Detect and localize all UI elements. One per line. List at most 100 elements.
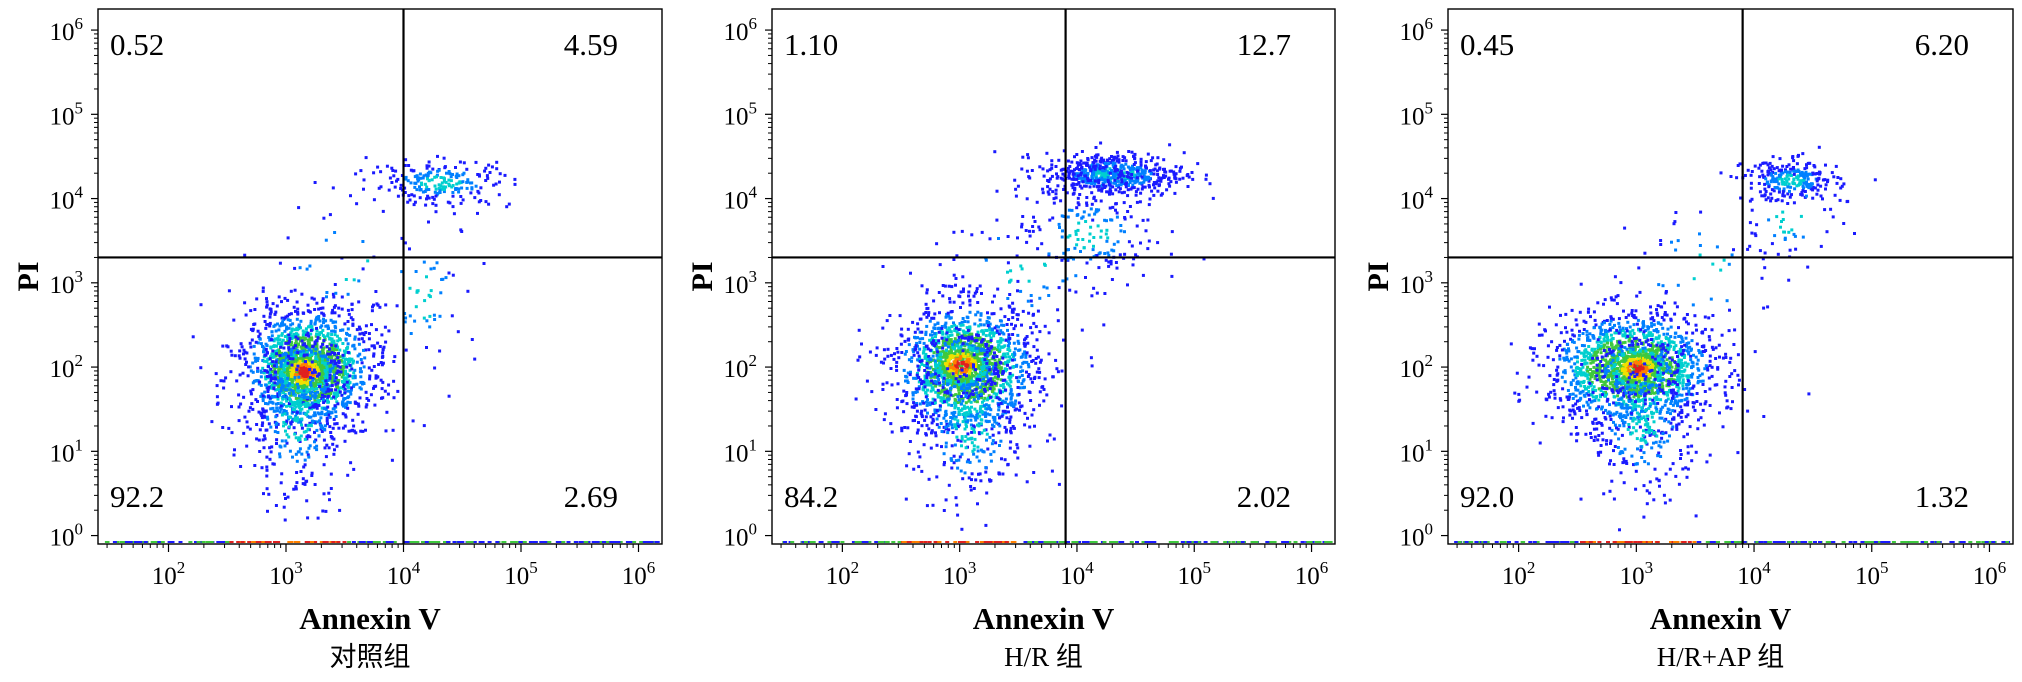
scatter-point	[352, 467, 356, 471]
scatter-point	[272, 339, 276, 343]
scatter-point	[115, 541, 119, 543]
scatter-point	[964, 414, 968, 418]
scatter-point	[328, 337, 332, 341]
scatter-point	[977, 359, 980, 363]
scatter-point	[237, 405, 241, 409]
scatter-point	[1007, 360, 1011, 363]
scatter-point	[304, 360, 307, 364]
scatter-point	[948, 372, 951, 376]
scatter-point	[969, 367, 973, 371]
scatter-point	[307, 357, 311, 361]
scatter-point	[917, 380, 921, 384]
scatter-point	[328, 367, 332, 371]
scatter-point	[307, 415, 311, 419]
scatter-point	[282, 359, 286, 363]
scatter-point	[324, 455, 328, 459]
scatter-point	[295, 481, 299, 485]
scatter-point	[340, 307, 344, 311]
scatter-point	[1024, 355, 1028, 359]
scatter-point	[285, 395, 289, 399]
scatter-point	[323, 361, 327, 365]
scatter-point	[960, 382, 964, 386]
scatter-point	[318, 369, 322, 373]
scatter-point	[938, 381, 941, 385]
scatter-point	[1031, 359, 1035, 362]
scatter-point	[956, 386, 960, 389]
scatter-point	[357, 300, 361, 304]
scatter-point	[306, 395, 310, 399]
scatter-point	[287, 396, 291, 400]
scatter-point	[309, 322, 313, 325]
scatter-point	[958, 348, 962, 352]
y-tick-label: 106	[50, 14, 84, 46]
scatter-point	[321, 312, 325, 316]
scatter-point	[1004, 388, 1008, 392]
scatter-point	[372, 365, 376, 368]
scatter-point	[966, 328, 970, 332]
scatter-point	[289, 399, 293, 403]
scatter-point	[319, 381, 323, 385]
scatter-point	[1035, 370, 1039, 374]
scatter-point	[970, 335, 974, 339]
scatter-point	[313, 342, 317, 346]
scatter-point	[933, 323, 937, 327]
scatter-point	[287, 403, 291, 407]
scatter-point	[255, 423, 259, 426]
scatter-point	[299, 354, 303, 358]
scatter-point	[920, 362, 924, 366]
scatter-point	[942, 463, 946, 467]
scatter-point	[953, 410, 957, 414]
scatter-point	[918, 378, 922, 382]
scatter-point	[433, 366, 437, 370]
scatter-point	[1026, 362, 1030, 366]
scatter-point	[248, 365, 252, 369]
scatter-point	[315, 406, 319, 410]
scatter-point	[324, 324, 328, 328]
scatter-point	[1004, 355, 1008, 359]
scatter-point	[972, 382, 976, 386]
scatter-point	[920, 409, 924, 413]
scatter-point	[968, 368, 972, 372]
scatter-point	[424, 541, 429, 543]
scatter-point	[944, 359, 948, 362]
y-tick-label: 102	[50, 351, 84, 383]
scatter-point	[961, 351, 965, 355]
scatter-point	[930, 429, 934, 433]
scatter-point	[910, 405, 914, 409]
scatter-points	[854, 141, 1215, 531]
scatter-point	[293, 416, 297, 420]
scatter-point	[376, 341, 380, 345]
scatter-point	[225, 344, 229, 348]
scatter-point	[991, 388, 994, 392]
scatter-point	[260, 541, 264, 543]
scatter-point	[1013, 352, 1017, 356]
scatter-point	[975, 290, 979, 294]
scatter-point	[983, 389, 987, 393]
scatter-point	[258, 380, 262, 384]
scatter-point	[283, 518, 287, 522]
scatter-point	[927, 382, 931, 386]
scatter-point	[935, 423, 939, 427]
scatter-point	[428, 295, 432, 299]
scatter-point	[974, 313, 978, 317]
scatter-point	[935, 354, 939, 358]
scatter-point	[315, 317, 318, 321]
scatter-point	[925, 288, 929, 292]
scatter-point	[454, 188, 458, 191]
scatter-point	[948, 338, 952, 342]
scatter-point	[432, 197, 436, 201]
scatter-point	[345, 365, 349, 369]
scatter-point	[324, 541, 329, 543]
scatter-point	[986, 344, 990, 348]
scatter-point	[639, 541, 644, 543]
scatter-point	[457, 541, 462, 543]
scatter-point	[284, 315, 288, 319]
scatter-point	[160, 541, 165, 543]
scatter-point	[244, 363, 248, 366]
scatter-point	[364, 156, 368, 160]
scatter-point	[314, 347, 318, 351]
scatter-point	[327, 400, 330, 404]
scatter-point	[313, 400, 317, 404]
scatter-point	[381, 380, 385, 384]
scatter-point	[304, 344, 308, 348]
